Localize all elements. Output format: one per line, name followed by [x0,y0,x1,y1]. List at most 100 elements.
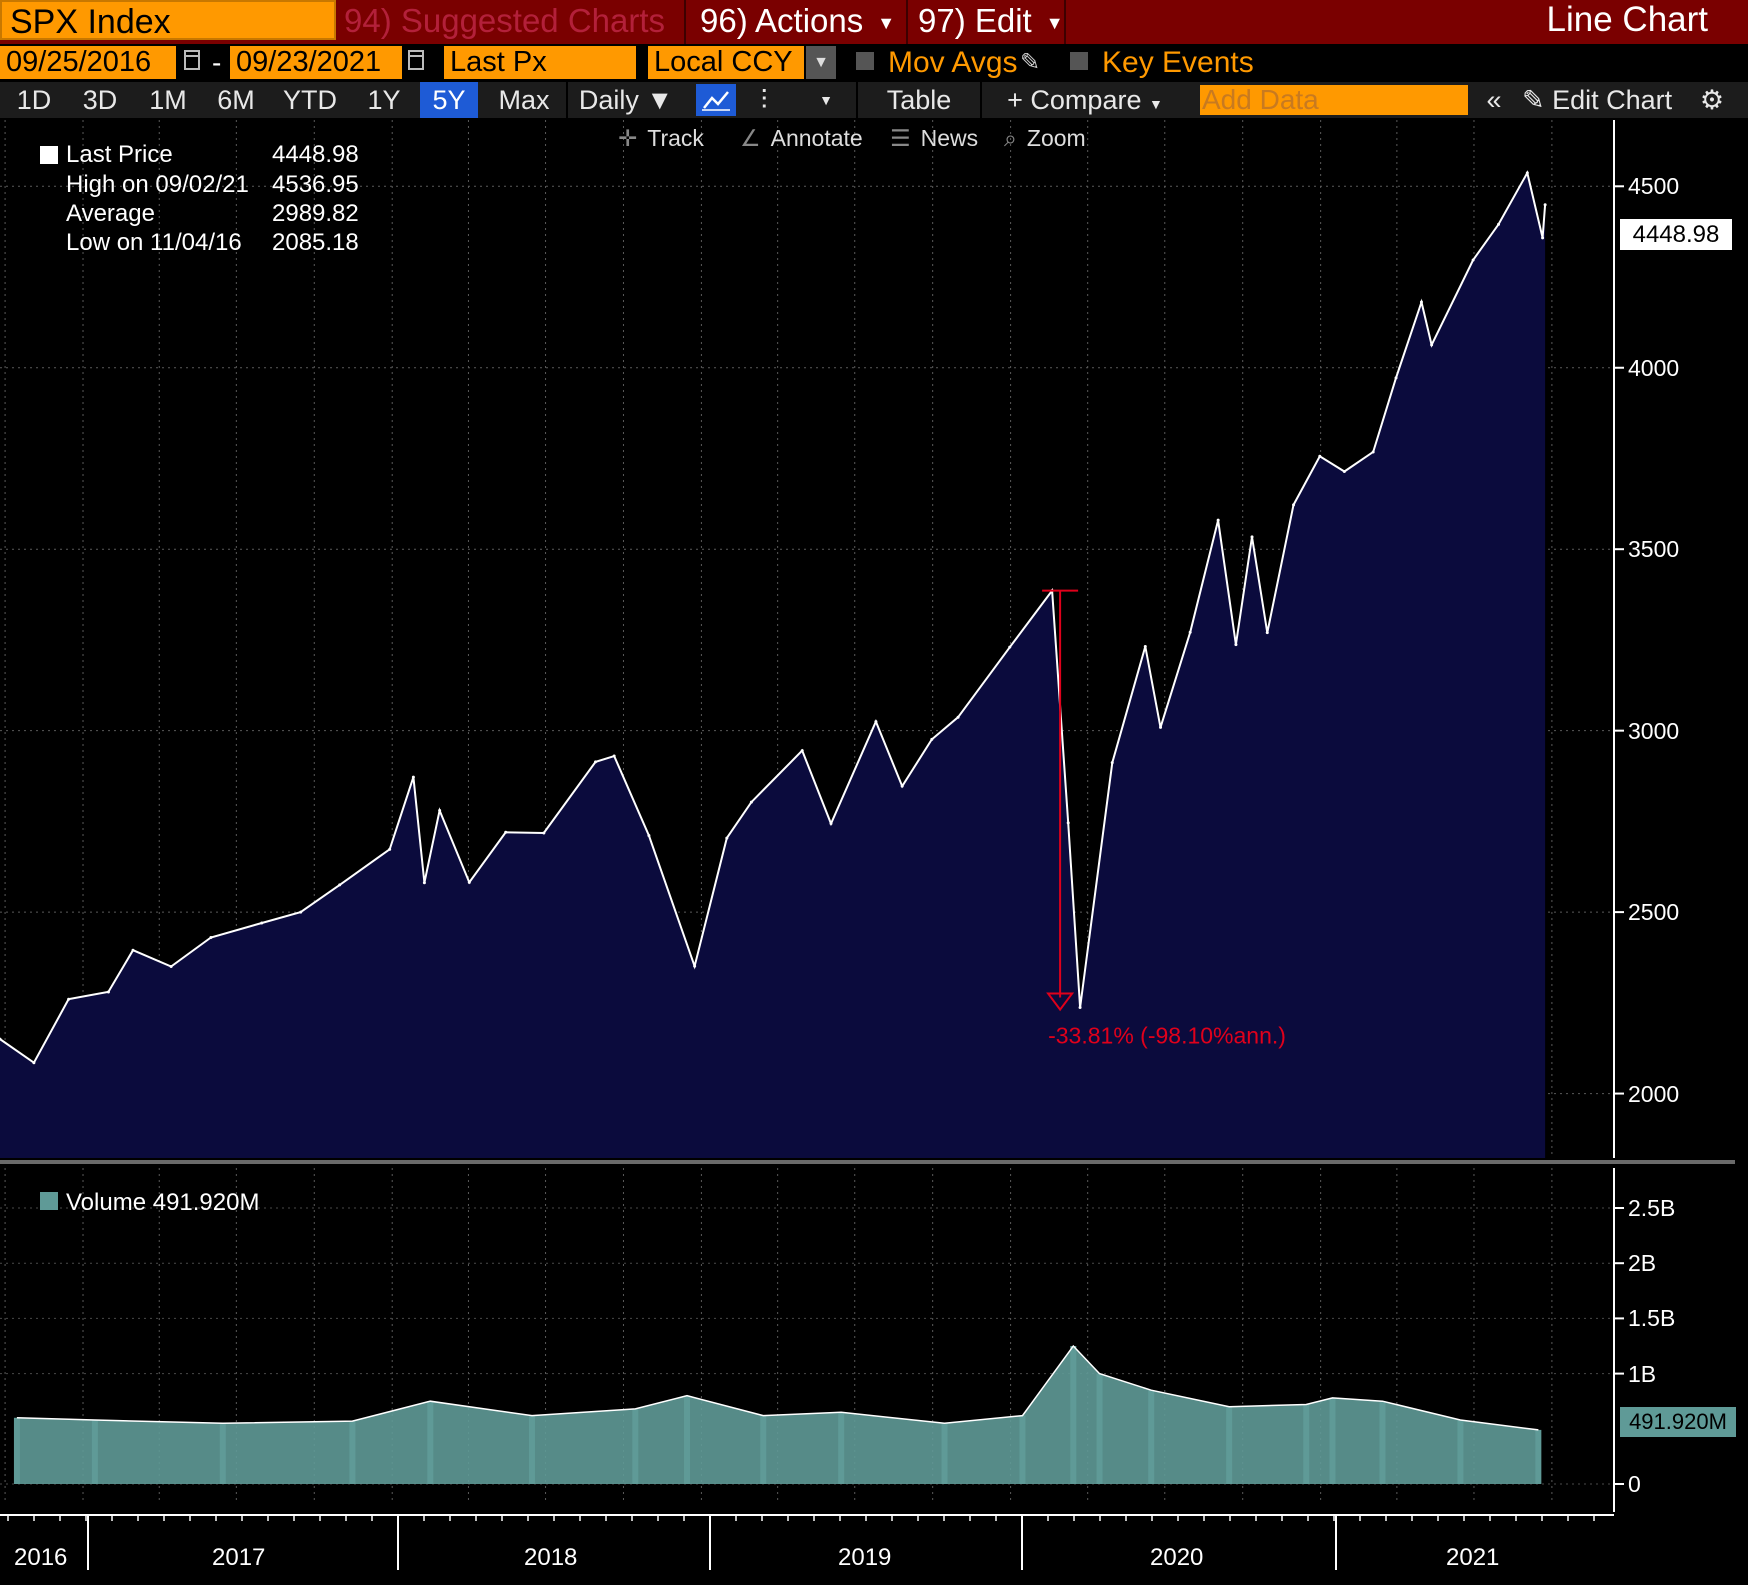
volume-tick-label: 0 [1628,1471,1641,1497]
x-tick-label: 2020 [1150,1544,1204,1571]
actions-menu[interactable]: 96) Actions ▼ [700,0,895,44]
zoom-tool[interactable]: ⌕ Zoom [1004,123,1086,153]
drawdown-label: -33.81% (-98.10%ann.) [1048,1023,1286,1049]
y-tick-label: 2500 [1628,899,1680,926]
x-tick-label: 2017 [212,1544,266,1571]
chevron-down-icon: ▼ [646,85,674,115]
volume-swatch [40,1192,58,1210]
volume-bar [1019,1415,1026,1484]
last-price-value: 4448.98 [272,141,359,168]
price-point [299,910,303,914]
price-point [106,990,110,994]
price-point [209,936,213,940]
range-1y[interactable]: 1Y [367,85,401,115]
range-max[interactable]: Max [498,85,550,115]
volume-bar [1329,1397,1336,1484]
ticker-field[interactable]: SPX Index [0,0,336,41]
volume-bar [219,1423,226,1484]
zoom-label: Zoom [1026,125,1086,151]
compare-label: Compare [1030,85,1142,115]
last-price-swatch [40,146,58,164]
range-1d[interactable]: 1D [16,85,52,115]
edit-label: 97) Edit [918,2,1032,39]
range-3d[interactable]: 3D [82,85,118,115]
volume-bar [427,1401,434,1484]
news-icon: ☰ [890,125,911,151]
volume-bar [13,1417,20,1484]
compare-button[interactable]: + Compare ▼ [990,82,1180,118]
currency-select[interactable]: Local CCY [648,46,804,79]
last-price-label: Last Price [66,141,173,168]
gear-icon[interactable]: ⚙ [1699,85,1725,115]
bar-chart-icon[interactable]: ⫶ [760,85,768,115]
collapse-icon[interactable]: « [1486,85,1502,115]
price-point [542,831,546,835]
start-date-field[interactable]: 09/25/2016 [0,46,176,79]
volume-label: Volume 491.920M [66,1189,260,1216]
volume-bar [1070,1346,1077,1484]
volume-bar [760,1415,767,1484]
price-point [594,760,598,764]
track-tool[interactable]: ✛ Track [618,123,704,153]
price-field-select[interactable]: Last Px [444,46,636,79]
chart-axes [0,120,1624,1570]
price-point [1008,645,1012,649]
chevron-down-icon[interactable]: ▼ [819,92,833,108]
volume-bar [1148,1390,1155,1484]
frequency-select[interactable]: Daily ▼ [572,82,680,118]
end-date-field[interactable]: 09/23/2021 [230,46,402,79]
range-6m[interactable]: 6M [217,85,255,115]
chevron-down-icon: ▼ [877,13,896,34]
mov-avgs-checkbox[interactable] [856,52,874,70]
calendar-icon[interactable] [408,50,424,70]
key-events-label[interactable]: Key Events [1102,46,1254,79]
drawdown-annotation: -33.81% (-98.10%ann.) [1042,589,1286,1049]
volume-tick-label: 2B [1628,1250,1657,1277]
price-point [930,737,934,741]
table-button[interactable]: Table [886,85,952,115]
key-events-checkbox[interactable] [1070,52,1088,70]
edit-menu[interactable]: 97) Edit ▼ [918,0,1064,44]
price-point [1525,171,1529,175]
calendar-icon[interactable] [184,50,200,70]
range-1m[interactable]: 1M [149,85,187,115]
annotate-tool[interactable]: ∠ Annotate [740,123,863,153]
price-point [1430,343,1434,347]
price-point [1541,236,1545,240]
volume-bar [684,1395,691,1484]
volume-bar [838,1412,845,1484]
price-series [0,170,1547,1158]
volume-tick-label: 1.5B [1628,1305,1676,1332]
line-chart-icon[interactable] [696,84,736,116]
edit-chart-label: Edit Chart [1552,85,1673,115]
menu-divider [684,0,686,44]
low-label: Low on 11/04/16 [66,229,242,256]
suggested-charts-menu[interactable]: 94) Suggested Charts [344,2,666,39]
crosshair-icon: ✛ [618,125,638,151]
last-volume-tag: 491.920M [1620,1407,1736,1437]
plus-icon: + [1007,85,1031,115]
price-point [829,822,833,826]
y-tick-label: 4500 [1628,173,1680,200]
track-label: Track [647,125,704,151]
volume-bar [1535,1429,1542,1484]
add-data-input[interactable]: Add Data [1200,85,1468,115]
toolbar-divider [566,82,568,118]
volume-bar [1096,1373,1103,1484]
volume-bar [349,1421,356,1484]
pencil-icon[interactable]: ✎ [1020,49,1041,76]
price-point [1066,821,1070,825]
mov-avgs-label[interactable]: Mov Avgs [888,46,1018,79]
y-tick-label: 2000 [1628,1080,1680,1107]
price-point [438,808,442,812]
price-point [1318,454,1322,458]
price-point [1543,203,1547,207]
range-5y[interactable]: 5Y [420,82,478,118]
edit-chart-button[interactable]: ✎ Edit Chart [1522,82,1680,118]
chevron-down-icon[interactable]: ▼ [806,46,836,79]
range-ytd[interactable]: YTD [283,85,337,115]
news-tool[interactable]: ☰ News [890,123,978,153]
price-point [1371,450,1375,454]
price-point [467,880,471,884]
